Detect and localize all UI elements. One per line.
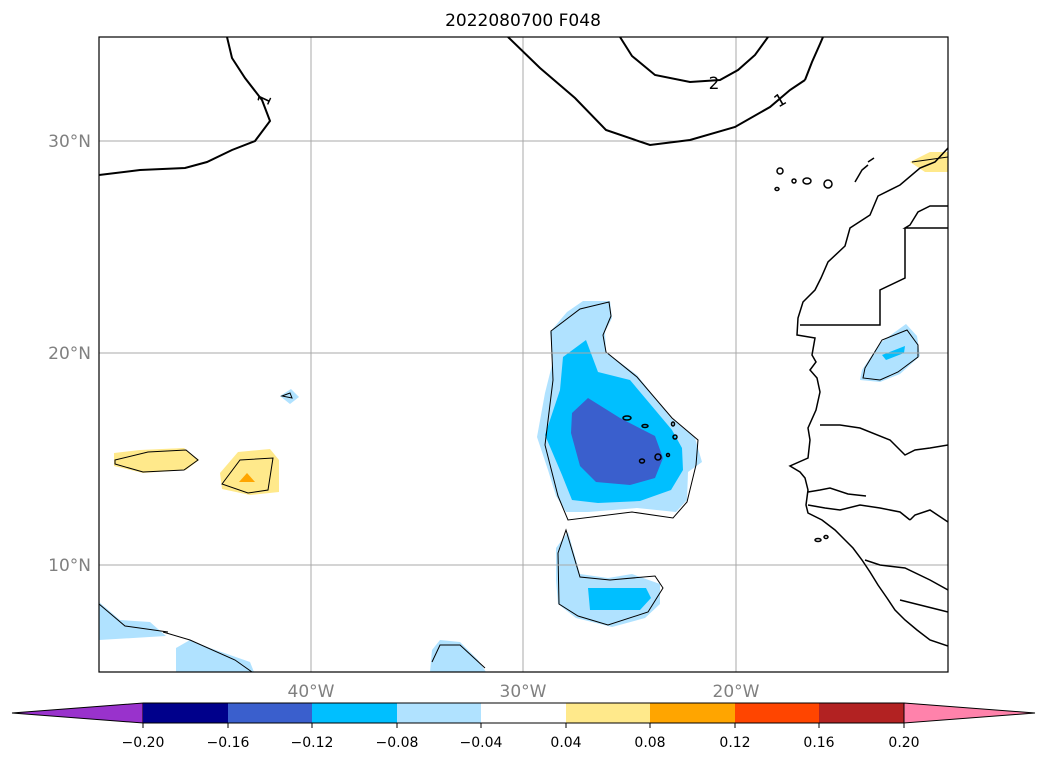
colorbar-segment: [819, 703, 904, 723]
colorbar-segment: [228, 703, 312, 723]
yellow-region-west-b: [220, 449, 279, 495]
colorbar-segment: [650, 703, 735, 723]
colorbar-tick-label: 0.12: [719, 735, 750, 751]
anomaly-outlines: [99, 156, 948, 672]
lon-label-40w: 40°W: [288, 682, 335, 702]
orange-spot-west: [239, 473, 255, 482]
lon-label-30w: 30°W: [500, 682, 547, 702]
colorbar-tick-label: 0.08: [634, 735, 665, 751]
colorbar-segment: [566, 703, 650, 723]
colorbar-segment: [735, 703, 819, 723]
coastline: [788, 147, 948, 647]
light-blue-region-bottom-a: [176, 640, 254, 672]
map-frame: [98, 36, 949, 673]
colorbar-segment: [481, 703, 566, 723]
contour-lines: [99, 37, 824, 176]
lat-label-20n: 20°N: [48, 344, 91, 364]
colorbar-tick-label: 0.04: [550, 735, 581, 751]
light-blue-region-bottom-b: [430, 640, 486, 672]
colorbar-tick-label: −0.04: [460, 735, 503, 751]
lat-label-10n: 10°N: [48, 556, 91, 576]
colorbar-tick-label: −0.16: [207, 735, 250, 751]
lon-label-20w: 20°W: [713, 682, 760, 702]
yellow-region-west-a: [114, 448, 199, 473]
colorbar-tick-label: −0.08: [376, 735, 419, 751]
map-title: 2022080700 F048: [445, 11, 601, 31]
contour-label-1-west: 1: [254, 90, 277, 108]
colorbar-tick-label: 0.20: [888, 735, 919, 751]
lat-label-30n: 30°N: [48, 132, 91, 152]
colorbar-segment: [312, 703, 397, 723]
colorbar-segment: [143, 703, 228, 723]
colorbar-over-triangle: [903, 702, 1036, 724]
map-area: 1 2 1: [99, 37, 948, 672]
colorbar: −0.20 −0.16 −0.12 −0.08 −0.04 0.04 0.08 …: [11, 702, 1036, 751]
tiny-blue-patch: [280, 389, 299, 404]
colorbar-tick-label: −0.12: [291, 735, 334, 751]
colorbar-tick-label: −0.20: [122, 735, 165, 751]
blue-region-south: [588, 588, 651, 610]
light-blue-region-bottomleft: [99, 602, 166, 640]
grid-lines: [99, 37, 948, 672]
colorbar-tick-label: 0.16: [803, 735, 834, 751]
contour-label-2: 2: [709, 74, 720, 94]
yellow-region-northeast: [910, 152, 948, 172]
colorbar-under-triangle: [11, 702, 144, 724]
islands: [622, 157, 875, 543]
colorbar-segment: [397, 703, 481, 723]
